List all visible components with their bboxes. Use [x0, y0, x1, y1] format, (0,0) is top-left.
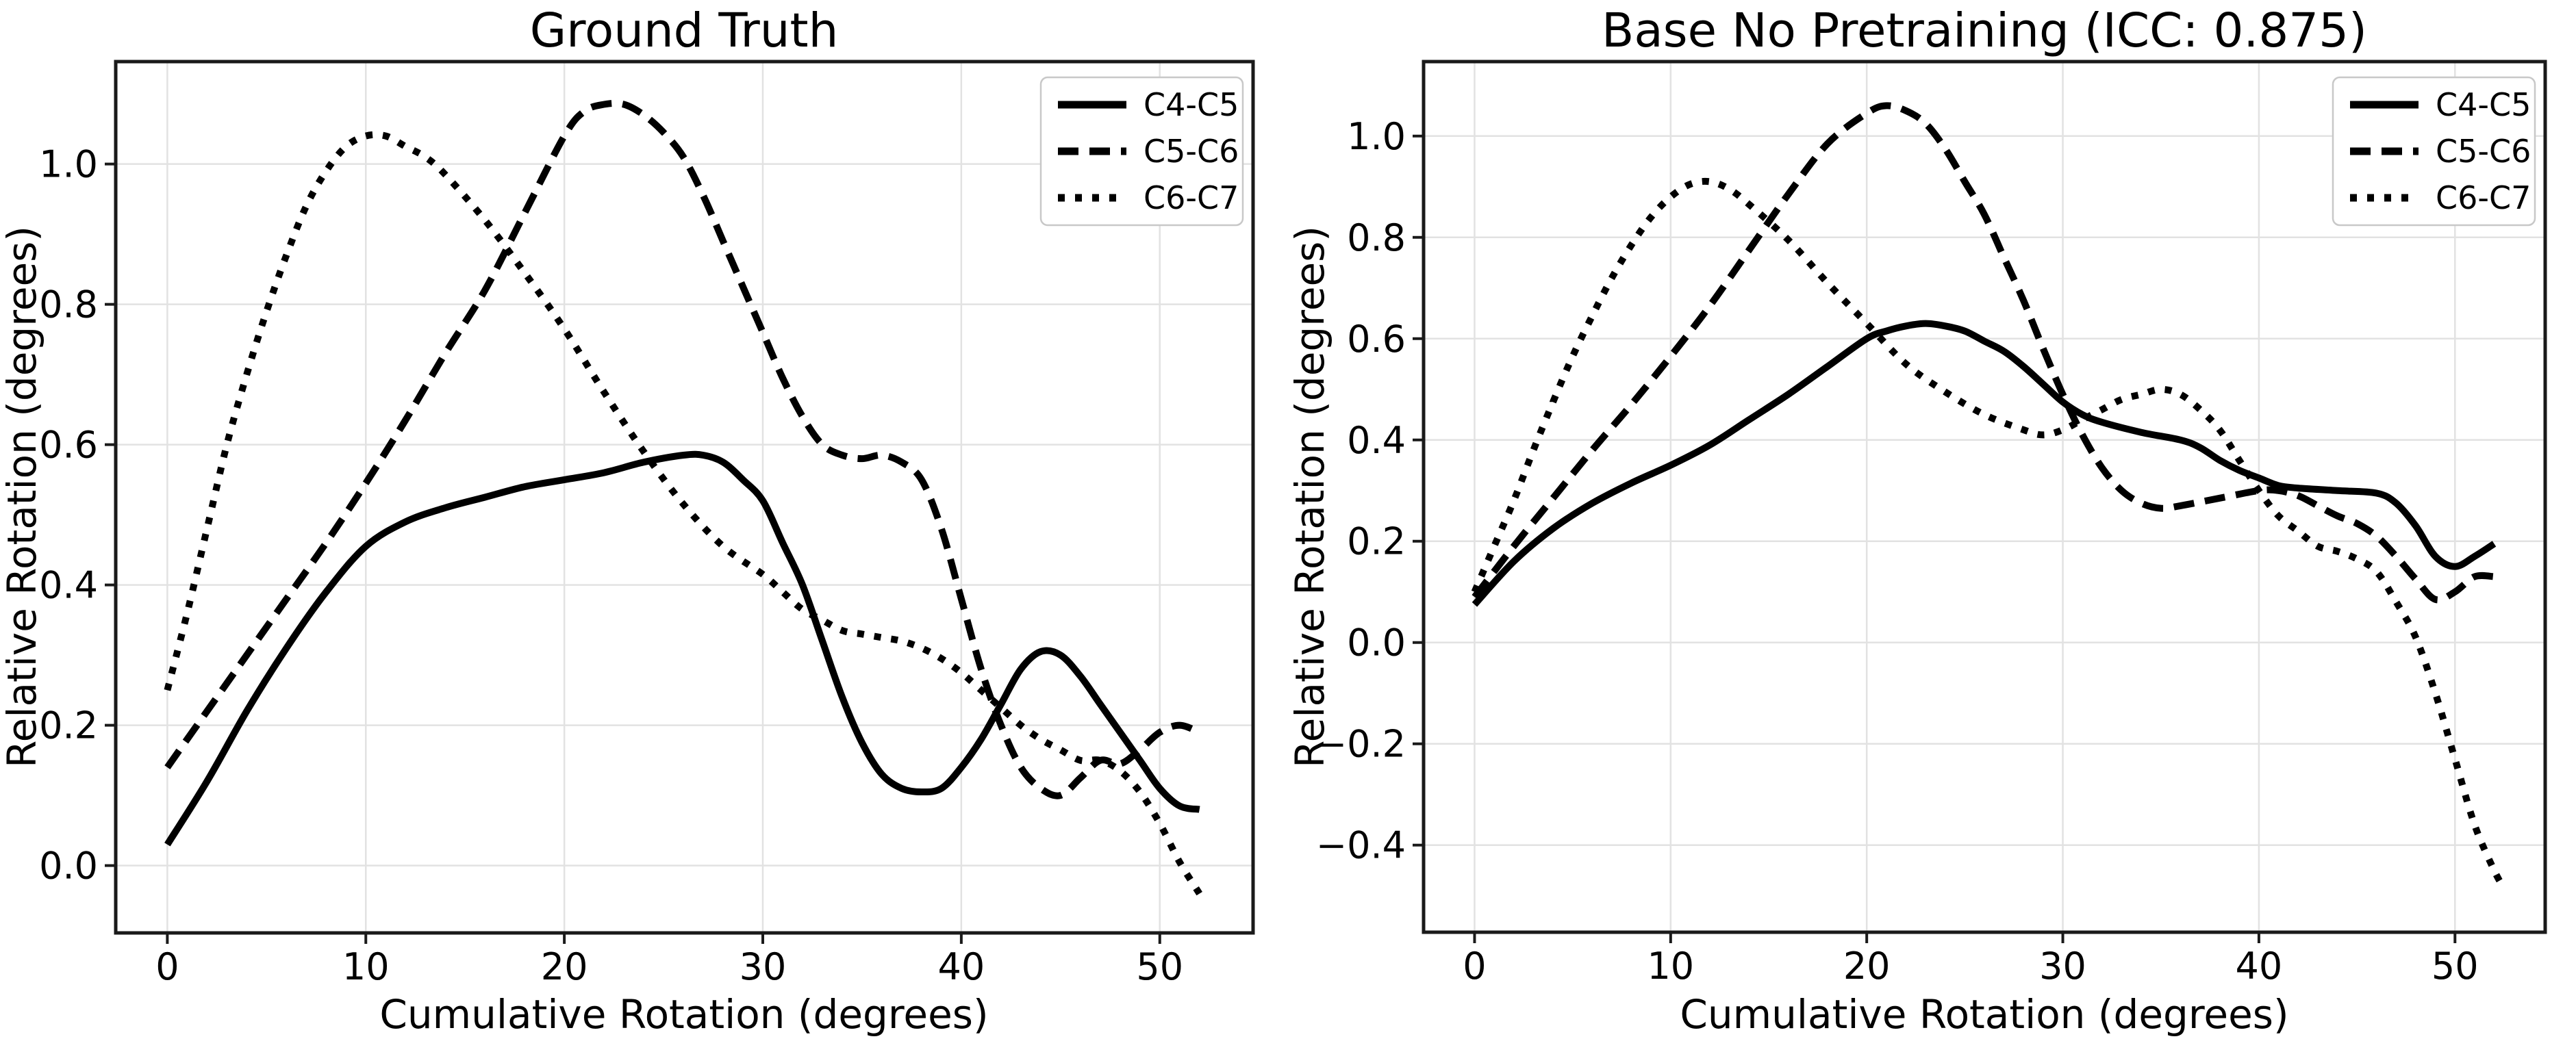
series-line-c4-c5	[164, 450, 1200, 847]
x-tick-label: 10	[342, 945, 390, 988]
x-tick-label: 30	[740, 945, 787, 988]
x-axis-label-left: Cumulative Rotation (degrees)	[379, 991, 989, 1038]
y-axis-label-left: Relative Rotation (degrees)	[0, 225, 45, 769]
y-tick-label: 0.2	[39, 704, 98, 747]
x-tick-label: 50	[2432, 945, 2479, 988]
y-tick-label: 1.0	[1347, 115, 1406, 158]
axes-frame	[1422, 60, 2547, 934]
series-line-c5-c6	[1472, 102, 2495, 604]
series-line-c6-c7	[164, 131, 1202, 896]
x-tick-label: 10	[1647, 945, 1694, 988]
legend-label: C6-C7	[2436, 179, 2531, 216]
y-tick-label: 0.4	[39, 564, 98, 607]
legend-label: C5-C6	[2436, 133, 2531, 170]
ticks	[1413, 134, 2457, 943]
legend-box	[2332, 76, 2536, 227]
chart-panel: 0 10 20 30 40 500.00.20.40.60.81.0C4-C5C5-C6C…	[39, 60, 1255, 988]
x-tick-label: 40	[2236, 945, 2283, 988]
x-tick-label: 20	[1843, 945, 1891, 988]
legend-label: C5-C6	[1144, 133, 1239, 170]
chart-title-base-no-pretraining: Base No Pretraining (ICC: 0.875)	[1602, 3, 2367, 58]
x-tick-label: 50	[1136, 945, 1183, 988]
y-tick-label: 0.4	[1347, 419, 1406, 462]
legend-label: C4-C5	[1144, 86, 1239, 123]
y-axis-label-right: Relative Rotation (degrees)	[1287, 225, 1333, 769]
chart-title-ground-truth: Ground Truth	[529, 3, 839, 58]
y-tick-label: 0.8	[1347, 216, 1406, 259]
x-axis-label-right: Cumulative Rotation (degrees)	[1680, 991, 2289, 1038]
y-tick-label: 0.0	[39, 845, 98, 888]
x-tick-label: 0	[155, 945, 179, 988]
chart-panel: 0 10 20 30 40 50 −0.4 −0.2 0.0 0.2 0.4 0.6 0.8 1.0 C4-…	[1316, 60, 2547, 988]
y-tick-label: 1.0	[39, 143, 98, 186]
legend: C4-C5 C5-C6 C6-C7	[2332, 76, 2536, 227]
legend-box	[1039, 76, 1244, 227]
x-tick-label: 40	[938, 945, 985, 988]
y-tick-label: 0.0	[1347, 621, 1406, 665]
x-tick-label: 20	[541, 945, 588, 988]
axes-frame	[114, 60, 1255, 935]
y-tick-label: −0.2	[1316, 723, 1406, 766]
series-line-c4-c5	[1472, 320, 2497, 607]
x-tick-label: 30	[2039, 945, 2086, 988]
ticks	[105, 162, 1161, 944]
y-tick-label: 0.8	[39, 283, 98, 326]
y-tick-label: 0.2	[1347, 520, 1406, 563]
y-tick-label: −0.4	[1316, 824, 1406, 867]
series-line-c5-c6	[164, 99, 1201, 799]
legend: C4-C5 C5-C6 C6-C7	[1039, 76, 1244, 227]
series-line-c6-c7	[1471, 177, 2508, 890]
legend-label: C4-C5	[2436, 86, 2531, 123]
legend-label: C6-C7	[1144, 179, 1239, 216]
y-tick-label: 0.6	[39, 424, 98, 467]
x-tick-label: 0	[1463, 945, 1486, 988]
y-tick-label: 0.6	[1347, 318, 1406, 361]
